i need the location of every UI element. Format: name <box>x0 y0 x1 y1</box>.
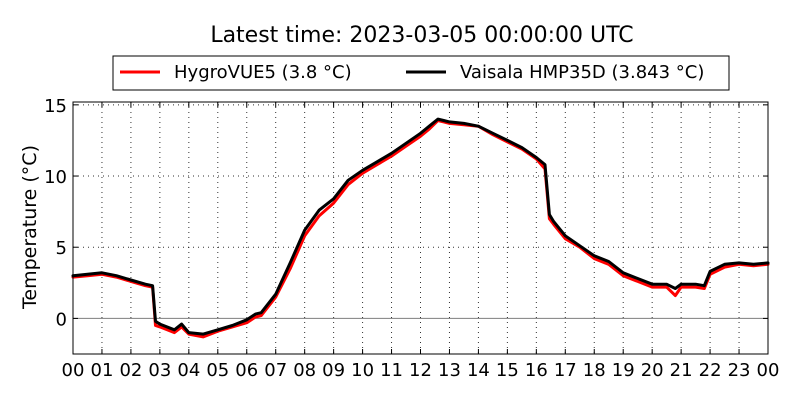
x-tick-label: 19 <box>612 360 635 381</box>
x-tick-label: 17 <box>554 360 577 381</box>
x-tick-label: 11 <box>380 360 403 381</box>
x-tick-label: 16 <box>525 360 548 381</box>
x-tick-label: 02 <box>119 360 142 381</box>
grid <box>73 102 768 354</box>
legend-label-hygrovue5: HygroVUE5 (3.8 °C) <box>174 62 352 83</box>
x-tick-label: 13 <box>438 360 461 381</box>
x-tick-label: 00 <box>62 360 85 381</box>
series-line-hygrovue5 <box>71 119 770 339</box>
x-tick-label: 12 <box>409 360 432 381</box>
x-tick-label: 14 <box>467 360 490 381</box>
x-tick-label: 01 <box>91 360 114 381</box>
x-tick-label: 18 <box>583 360 606 381</box>
x-tick-label: 09 <box>322 360 345 381</box>
x-tick-label: 00 <box>757 360 780 381</box>
x-tick-label: 23 <box>728 360 751 381</box>
x-tick-label: 22 <box>699 360 722 381</box>
y-axis-label: Temperature (°C) <box>19 145 41 310</box>
y-tick-label: 5 <box>56 238 67 259</box>
chart-title: Latest time: 2023-03-05 00:00:00 UTC <box>210 23 633 48</box>
legend: HygroVUE5 (3.8 °C) Vaisala HMP35D (3.843… <box>112 55 730 91</box>
x-tick-label: 10 <box>351 360 374 381</box>
legend-label-vaisala: Vaisala HMP35D (3.843 °C) <box>460 62 704 83</box>
x-tick-label: 06 <box>235 360 258 381</box>
x-tick-label: 15 <box>496 360 519 381</box>
y-tick-label: 15 <box>44 96 67 117</box>
x-axis-ticks: 00 01 02 03 04 05 06 07 08 09 10 11 12 13 14 15 16 17 18 19… <box>62 102 780 381</box>
y-axis-ticks: 0 5 10 15 <box>44 96 768 330</box>
series-line-vaisala <box>71 117 770 336</box>
x-tick-label: 04 <box>177 360 200 381</box>
x-tick-label: 07 <box>264 360 287 381</box>
series-lines <box>71 117 770 339</box>
x-tick-label: 05 <box>206 360 229 381</box>
x-tick-label: 03 <box>148 360 171 381</box>
x-tick-label: 21 <box>670 360 693 381</box>
y-tick-label: 0 <box>56 309 67 330</box>
x-tick-label: 08 <box>293 360 316 381</box>
x-tick-label: 20 <box>641 360 664 381</box>
y-tick-label: 10 <box>44 167 67 188</box>
